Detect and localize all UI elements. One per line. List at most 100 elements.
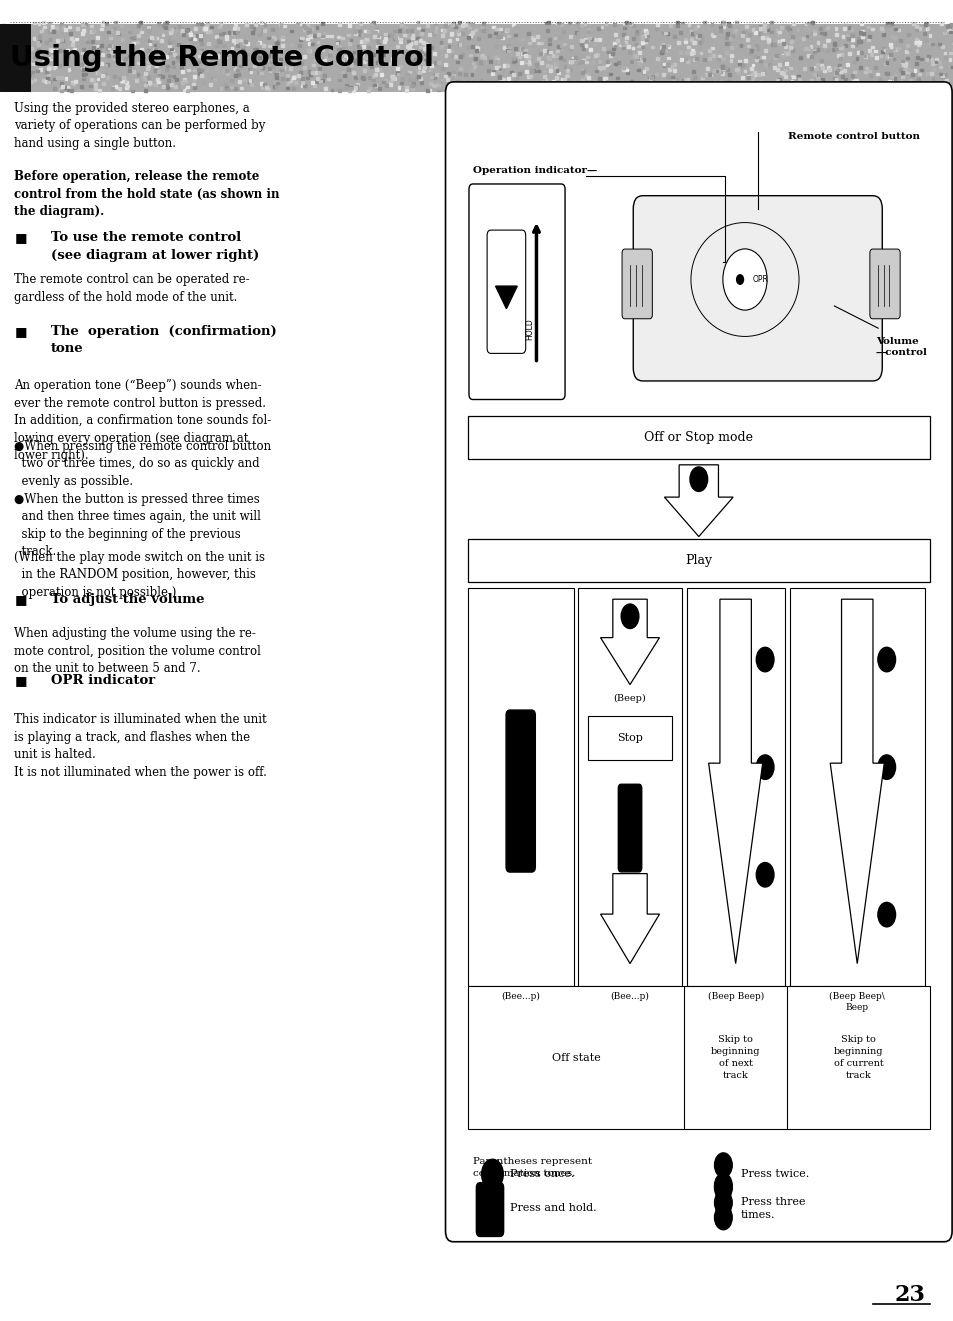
Bar xyxy=(146,67,149,70)
Bar xyxy=(579,24,582,26)
Bar xyxy=(459,26,462,29)
Bar xyxy=(622,45,625,48)
Bar xyxy=(931,77,934,79)
Bar xyxy=(888,58,891,61)
Bar xyxy=(50,57,52,59)
Bar xyxy=(635,33,638,36)
Bar xyxy=(324,87,327,90)
Bar xyxy=(445,21,448,24)
Bar xyxy=(606,50,609,53)
Bar xyxy=(375,26,377,29)
Bar xyxy=(420,50,423,53)
Bar xyxy=(261,66,264,69)
Bar xyxy=(526,75,529,78)
Bar xyxy=(786,69,789,71)
Bar xyxy=(471,30,474,33)
Bar xyxy=(114,21,117,24)
Bar xyxy=(689,30,692,33)
Bar xyxy=(45,70,48,73)
Bar xyxy=(580,59,583,62)
Bar xyxy=(399,24,402,26)
Bar xyxy=(723,53,726,55)
Bar xyxy=(662,63,665,66)
Bar xyxy=(267,87,270,90)
Bar xyxy=(422,66,425,69)
Bar xyxy=(636,57,639,59)
Bar xyxy=(226,73,229,75)
Bar xyxy=(287,81,290,83)
Bar xyxy=(577,62,579,65)
Bar xyxy=(9,77,11,79)
Bar xyxy=(789,46,792,49)
Bar xyxy=(618,57,620,59)
Bar xyxy=(81,33,84,36)
Bar xyxy=(340,71,343,74)
Bar xyxy=(480,26,483,29)
Bar xyxy=(751,63,754,66)
Bar xyxy=(539,62,542,65)
Bar xyxy=(27,44,30,46)
Bar xyxy=(751,28,754,30)
Bar xyxy=(396,73,399,75)
Bar xyxy=(709,89,712,91)
Bar xyxy=(199,49,202,52)
Bar xyxy=(132,37,134,40)
Bar xyxy=(514,48,517,50)
Bar xyxy=(679,30,681,33)
Bar xyxy=(809,45,812,48)
Bar xyxy=(414,62,416,65)
Bar xyxy=(330,89,333,91)
Bar xyxy=(395,71,398,74)
Bar xyxy=(123,79,126,82)
Bar xyxy=(506,50,509,53)
Bar xyxy=(545,29,548,32)
Bar xyxy=(302,29,305,32)
Bar xyxy=(473,58,476,61)
Bar xyxy=(612,48,615,50)
Bar xyxy=(292,77,294,79)
Bar xyxy=(887,79,890,82)
Bar xyxy=(358,22,361,25)
Bar xyxy=(882,33,884,36)
Bar xyxy=(210,34,213,37)
Bar xyxy=(400,77,403,79)
Bar xyxy=(125,86,128,89)
Bar xyxy=(317,71,320,74)
Bar xyxy=(710,46,713,49)
Bar xyxy=(233,40,235,42)
Bar xyxy=(71,82,74,85)
Bar xyxy=(788,46,791,49)
Bar xyxy=(155,54,158,57)
Bar xyxy=(374,73,376,75)
Bar xyxy=(235,40,238,42)
Bar xyxy=(15,74,18,77)
Bar xyxy=(214,32,217,34)
Bar xyxy=(923,40,926,42)
Bar xyxy=(93,58,96,61)
FancyBboxPatch shape xyxy=(588,716,671,760)
Bar xyxy=(60,24,63,26)
Bar xyxy=(863,55,866,58)
Bar xyxy=(740,82,743,85)
Bar xyxy=(434,61,436,63)
Bar xyxy=(389,83,392,86)
Bar xyxy=(129,30,132,33)
Bar xyxy=(502,46,505,49)
Bar xyxy=(309,34,312,37)
Bar xyxy=(374,83,376,86)
Bar xyxy=(898,82,901,85)
Bar xyxy=(359,63,362,66)
Bar xyxy=(819,73,821,75)
Bar xyxy=(56,69,59,71)
Bar xyxy=(181,29,184,32)
Bar xyxy=(51,30,54,33)
Bar xyxy=(433,77,436,79)
Bar xyxy=(273,85,275,87)
Text: Operation indicator—: Operation indicator— xyxy=(473,166,597,176)
Bar xyxy=(598,66,600,69)
Bar xyxy=(268,67,271,70)
Bar xyxy=(301,78,304,81)
Text: ■: ■ xyxy=(14,593,27,606)
Bar xyxy=(338,79,341,82)
Bar xyxy=(717,70,720,73)
